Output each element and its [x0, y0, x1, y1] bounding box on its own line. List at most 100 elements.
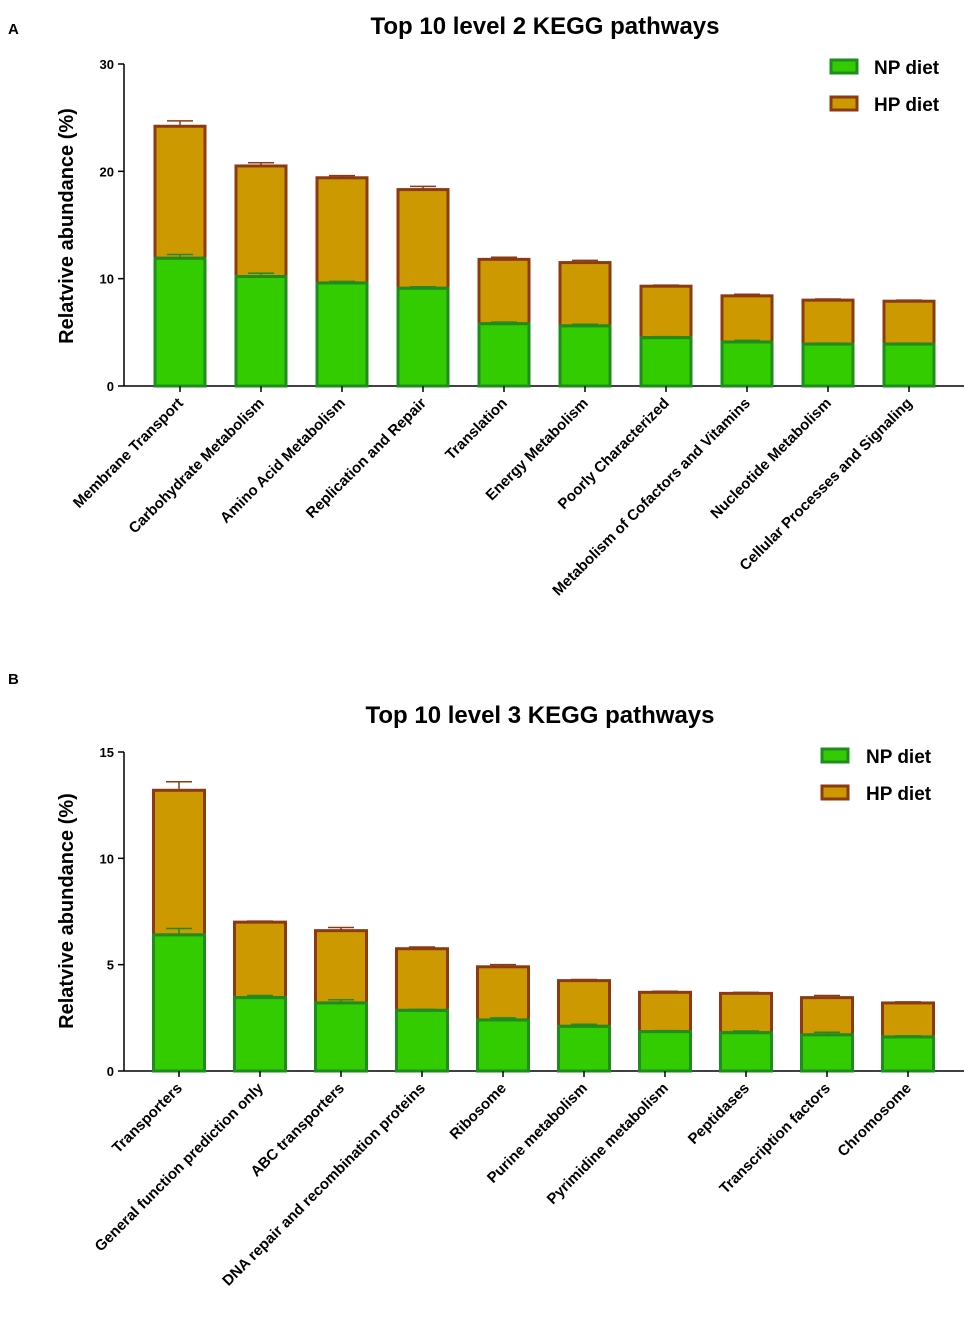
chart-title: Top 10 level 2 KEGG pathways [370, 13, 719, 40]
panel-letter: A [8, 21, 19, 38]
y-axis-label: Relatvive abundance (%) [56, 108, 78, 344]
bar-hp-diet [233, 920, 287, 1000]
bar-hp-diet [477, 257, 531, 326]
error-bar-hp-diet [166, 781, 192, 791]
bar-np-diet [882, 342, 936, 388]
error-bar-hp-diet [653, 284, 679, 287]
bar-np-diet [395, 1008, 449, 1073]
y-tick-label: 10 [100, 851, 114, 866]
bar-np-diet [234, 275, 288, 388]
bar-hp-diet [558, 261, 612, 328]
x-category-label: Ribosome [447, 1080, 510, 1143]
error-bar-np-diet [167, 253, 193, 259]
bar-np-diet [315, 281, 369, 388]
error-bar-np-diet [571, 1023, 597, 1027]
error-bar-np-diet [896, 342, 922, 345]
bar-np-diet [719, 1031, 773, 1073]
legend-label-hp-diet: HP diet [874, 95, 940, 116]
y-tick-label: 0 [107, 1064, 114, 1079]
bar-np-diet [881, 1035, 935, 1073]
error-bar-hp-diet [248, 161, 274, 166]
error-bar-np-diet [329, 280, 355, 283]
y-tick-label: 0 [107, 379, 114, 394]
y-tick-label: 30 [100, 57, 114, 72]
bar-np-diet [314, 1001, 368, 1073]
bar-hp-diet [234, 164, 288, 279]
y-axis-label: Relatvive abundance (%) [56, 793, 78, 1029]
bar-hp-diet [395, 947, 449, 1012]
y-tick-label: 15 [100, 745, 114, 760]
error-bar-hp-diet [572, 259, 598, 263]
legend-label-np-diet: NP diet [874, 58, 940, 79]
error-bar-np-diet [733, 1030, 759, 1033]
bar-np-diet [152, 933, 206, 1073]
error-bar-np-diet [652, 1029, 678, 1032]
bar-np-diet [557, 1024, 611, 1073]
chart-title: Top 10 level 3 KEGG pathways [365, 702, 714, 729]
error-bar-np-diet [166, 927, 192, 935]
bar-np-diet [396, 286, 450, 388]
error-bar-np-diet [409, 1008, 435, 1011]
error-bar-hp-diet [167, 120, 193, 127]
error-bar-hp-diet [491, 256, 517, 260]
bar-hp-diet [638, 990, 692, 1034]
bar-hp-diet [800, 996, 854, 1037]
error-bar-np-diet [410, 285, 436, 289]
bar-hp-diet [639, 284, 693, 340]
legend: NP diet HP diet [820, 747, 932, 805]
error-bar-hp-diet [247, 920, 273, 923]
bar-np-diet [558, 324, 612, 388]
error-bar-np-diet [490, 1017, 516, 1020]
bar-hp-diet [881, 1001, 935, 1039]
y-tick-label: 10 [100, 272, 114, 287]
error-bar-hp-diet [329, 174, 355, 178]
bar-np-diet [233, 996, 287, 1073]
bar-hp-diet [719, 991, 773, 1035]
error-bar-np-diet [328, 999, 354, 1003]
error-bar-np-diet [247, 994, 273, 998]
error-bar-hp-diet [409, 946, 435, 949]
bar-np-diet [720, 340, 774, 388]
bar-hp-diet [315, 176, 369, 285]
panel-a: A Top 10 level 2 KEGG pathways Relatvive… [8, 13, 964, 599]
panel-letter: B [8, 671, 19, 688]
error-bar-np-diet [734, 339, 760, 342]
bar-np-diet [476, 1018, 530, 1073]
error-bar-hp-diet [814, 994, 840, 998]
bar-np-diet [800, 1033, 854, 1073]
legend-swatch-hp-diet [820, 784, 850, 801]
error-bar-hp-diet [815, 298, 841, 301]
error-bar-hp-diet [410, 185, 436, 190]
bar-hp-diet [801, 298, 855, 346]
legend-swatch-hp-diet [829, 95, 859, 112]
bar-np-diet [801, 342, 855, 388]
bar-np-diet [638, 1030, 692, 1073]
error-bar-np-diet [653, 335, 679, 338]
legend-label-hp-diet: HP diet [866, 784, 932, 805]
bar-np-diet [477, 322, 531, 388]
bar-hp-diet [396, 188, 450, 290]
error-bar-hp-diet [734, 293, 760, 296]
x-category-label: Translation [442, 395, 511, 464]
error-bar-np-diet [491, 321, 517, 324]
error-bar-np-diet [572, 323, 598, 326]
bar-np-diet [153, 256, 207, 388]
panel-b: B Top 10 level 3 KEGG pathways Relatvive… [8, 671, 964, 1289]
bar-hp-diet [882, 299, 936, 346]
error-bar-hp-diet [571, 978, 597, 981]
legend-swatch-np-diet [820, 747, 850, 764]
y-tick-label: 5 [107, 958, 114, 973]
x-category-label: General function prediction only [92, 1079, 268, 1255]
error-bar-hp-diet [490, 963, 516, 967]
error-bar-np-diet [248, 272, 274, 277]
error-bar-hp-diet [328, 926, 354, 931]
error-bar-np-diet [815, 342, 841, 345]
bar-hp-diet [314, 929, 368, 1005]
y-tick-label: 20 [100, 164, 114, 179]
legend: NP diet HP diet [829, 58, 940, 116]
legend-label-np-diet: NP diet [866, 747, 932, 768]
x-category-label: Cellular Processes and Signaling [736, 395, 915, 574]
bar-hp-diet [557, 979, 611, 1028]
